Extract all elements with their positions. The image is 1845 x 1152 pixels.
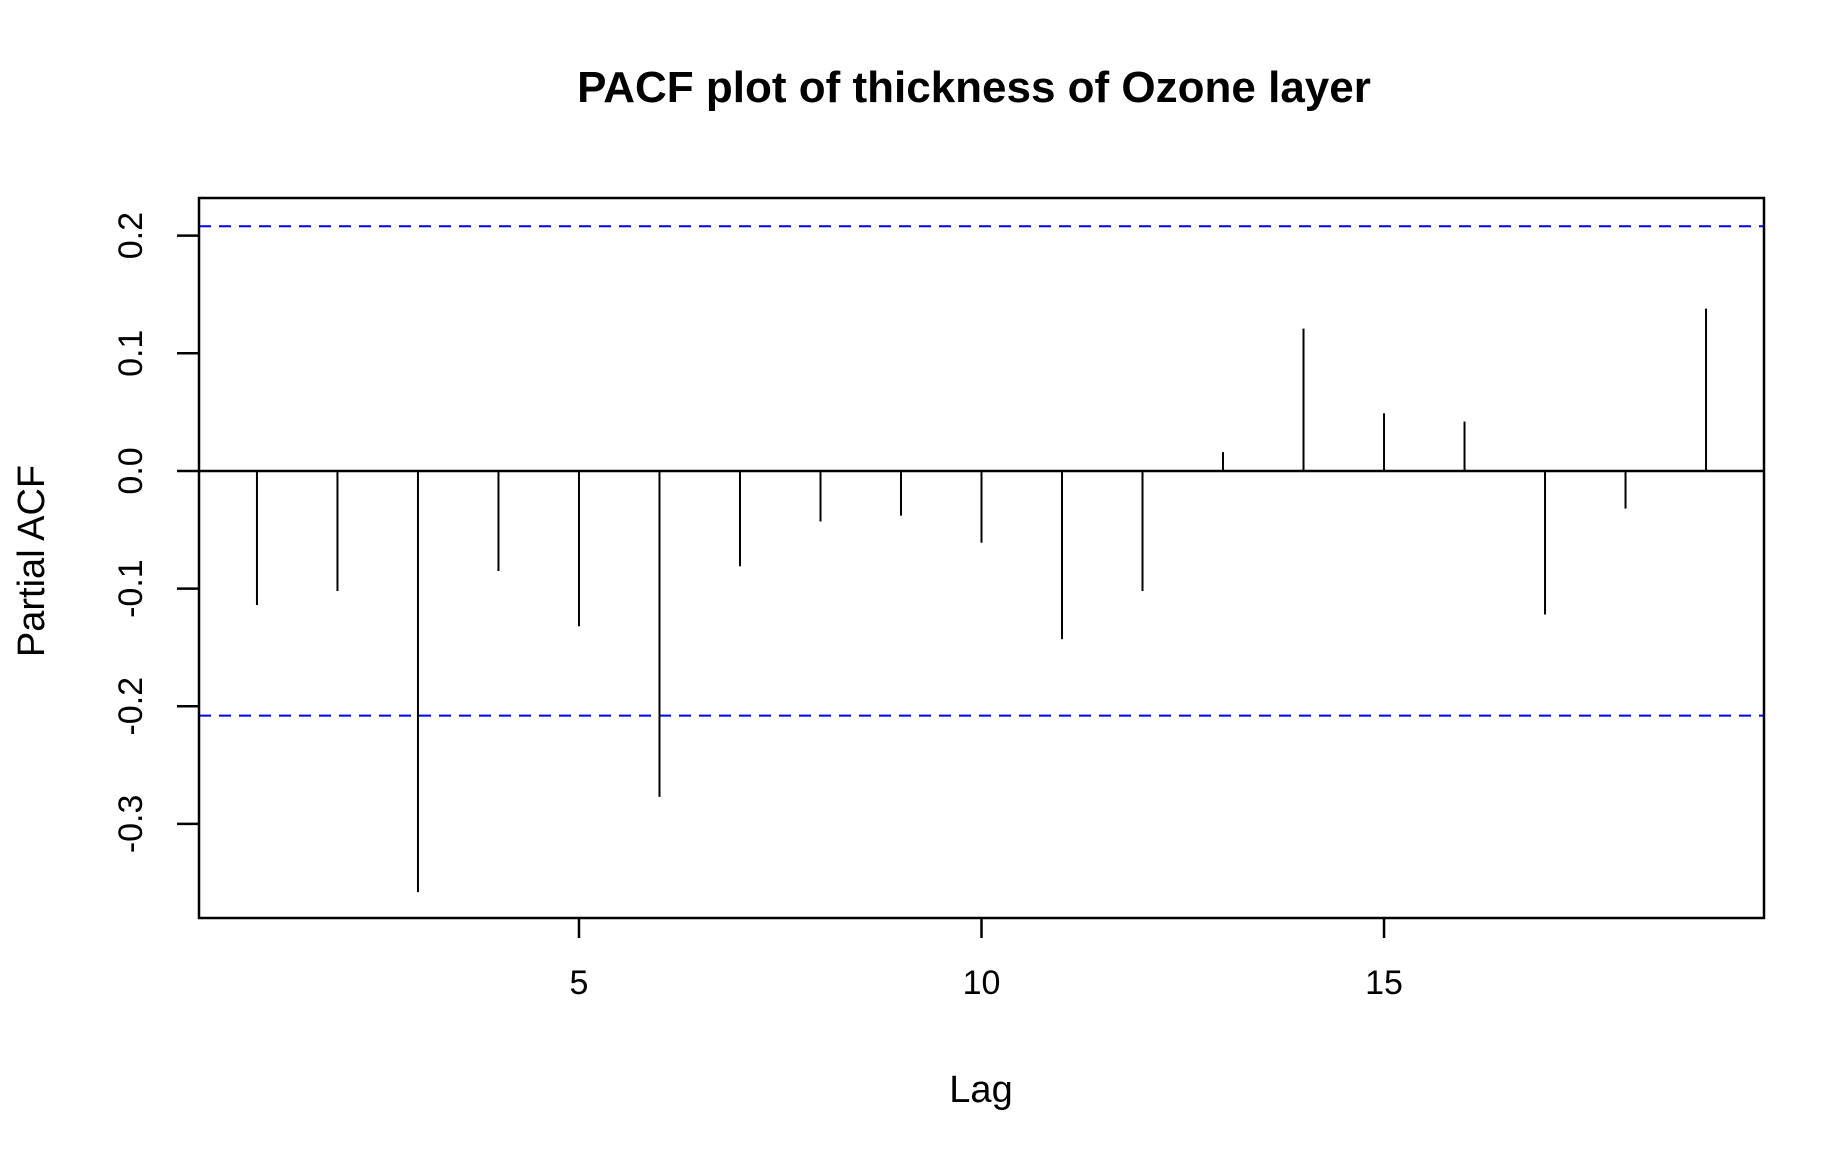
y-tick-label: 0.2 xyxy=(112,212,150,259)
y-tick-label: -0.3 xyxy=(112,795,150,854)
x-axis-label: Lag xyxy=(949,1069,1012,1111)
x-tick-label: 15 xyxy=(1365,964,1403,1002)
plot-frame xyxy=(197,196,1766,920)
y-axis-label: Partial ACF xyxy=(11,465,53,657)
y-axis: -0.3 -0.2 -0.1 0.0 0.1 0.2 xyxy=(112,212,199,853)
x-axis: 5 10 15 xyxy=(570,918,1403,1002)
y-tick-label: -0.2 xyxy=(112,677,150,736)
y-tick-label: -0.1 xyxy=(112,559,150,618)
y-tick-label: 0.0 xyxy=(112,447,150,494)
chart-title: PACF plot of thickness of Ozone layer xyxy=(577,63,1371,112)
x-tick-label: 5 xyxy=(570,964,589,1002)
x-tick-label: 10 xyxy=(963,964,1001,1002)
y-tick-label: 0.1 xyxy=(112,330,150,377)
plot-area xyxy=(199,225,1764,893)
